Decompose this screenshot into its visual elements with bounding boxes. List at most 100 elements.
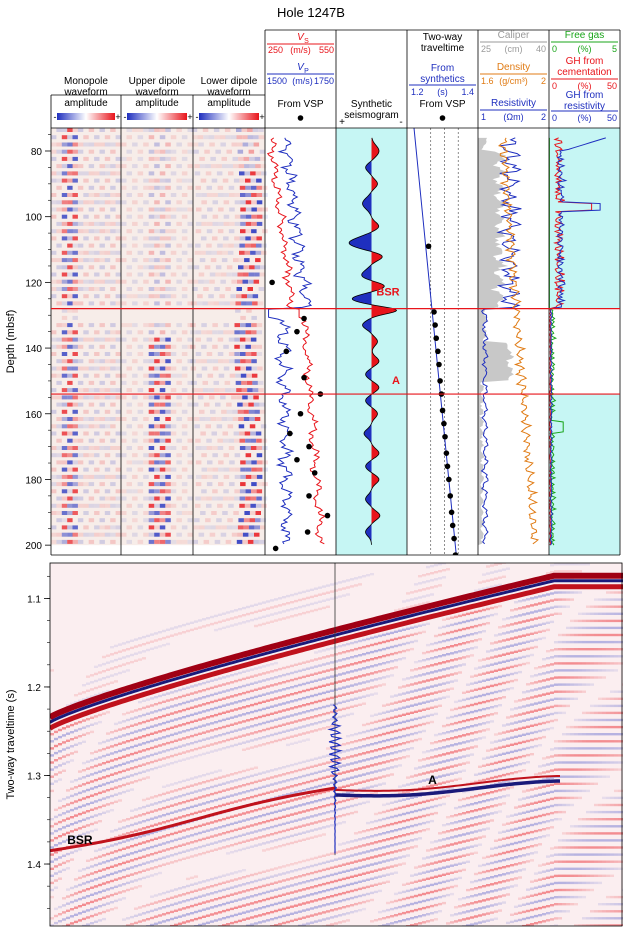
waveform-stripe xyxy=(88,424,95,429)
seismic-texture xyxy=(94,892,98,895)
gh-resist-max: 50 xyxy=(607,113,617,123)
seismic-texture xyxy=(362,787,366,790)
seismic-texture xyxy=(222,825,226,828)
waveform-stripe xyxy=(115,164,121,169)
waveform-stripe xyxy=(121,323,127,328)
waveform-stripe xyxy=(143,221,149,226)
seismic-texture xyxy=(58,920,62,923)
waveform-stripe xyxy=(126,250,132,255)
seismic-texture xyxy=(86,767,90,770)
seismic-texture xyxy=(294,677,298,681)
seismic-texture xyxy=(50,740,54,743)
seismic-texture xyxy=(194,726,198,730)
seismic-texture xyxy=(282,603,286,606)
waveform-stripe xyxy=(110,424,116,429)
seismic-texture xyxy=(122,890,126,893)
waveform-stripe xyxy=(56,258,62,263)
waveform-stripe xyxy=(251,193,257,197)
seismic-texture xyxy=(346,642,350,646)
seismic-texture xyxy=(226,838,230,841)
seismic-texture xyxy=(122,783,126,787)
waveform-stripe xyxy=(225,388,231,393)
waveform-stripe xyxy=(176,380,182,385)
seismic-texture xyxy=(82,825,86,828)
waveform-stripe xyxy=(88,438,95,443)
waveform-stripe xyxy=(51,525,57,530)
seismic-texture xyxy=(86,803,90,806)
seismic-texture xyxy=(130,745,134,749)
seismic-texture xyxy=(238,778,242,781)
waveform-stripe xyxy=(99,337,105,342)
seismic-texture xyxy=(326,747,330,750)
seismic-texture xyxy=(246,882,250,885)
seismic-texture xyxy=(418,709,422,712)
seismic-texture xyxy=(134,772,138,776)
seismic-texture xyxy=(390,737,394,741)
seismic-texture xyxy=(426,764,430,767)
seismic-texture xyxy=(194,747,198,751)
seismic-texture xyxy=(230,773,234,776)
seismic-texture xyxy=(274,909,278,913)
waveform-stripe xyxy=(115,258,121,263)
seismic-texture xyxy=(230,709,234,712)
waveform-stripe xyxy=(61,294,68,299)
waveform-stripe xyxy=(110,380,116,385)
seismic-texture xyxy=(338,864,342,867)
seismic-texture xyxy=(70,823,74,826)
seismic-texture xyxy=(114,729,118,733)
seismic-texture xyxy=(418,737,422,741)
seismic-texture xyxy=(54,865,58,868)
seismic-texture xyxy=(314,785,318,789)
waveform-stripe xyxy=(94,272,100,277)
seismic-texture xyxy=(382,867,386,870)
seismic-texture xyxy=(414,908,418,912)
waveform-stripe xyxy=(256,344,262,349)
seismic-texture xyxy=(306,837,310,840)
seismic-texture xyxy=(202,823,206,826)
seismic-texture xyxy=(210,686,214,690)
seismic-texture xyxy=(246,811,250,814)
seismic-texture xyxy=(394,800,398,803)
waveform-stripe xyxy=(67,474,73,479)
waveform-stripe xyxy=(208,388,214,393)
seismic-texture xyxy=(98,763,102,766)
seismic-texture xyxy=(294,819,298,822)
waveform-stripe xyxy=(154,229,160,234)
waveform-stripe xyxy=(88,337,95,342)
seismic-texture xyxy=(214,770,218,773)
seismic-texture xyxy=(226,795,230,798)
seismic-texture xyxy=(78,827,82,830)
seismic-texture xyxy=(306,759,310,762)
seismic-texture xyxy=(358,767,362,770)
seismic-texture xyxy=(426,622,430,625)
waveform-stripe xyxy=(126,539,132,544)
seismic-texture xyxy=(238,728,242,731)
seismic-texture xyxy=(418,624,422,627)
waveform-stripe xyxy=(165,301,171,306)
waveform-stripe xyxy=(206,193,213,197)
seismic-texture xyxy=(134,865,138,868)
waveform-stripe xyxy=(72,164,78,169)
waveform-stripe xyxy=(115,301,121,306)
seismic-texture xyxy=(350,861,354,864)
seismic-texture xyxy=(386,738,390,742)
seismic-texture xyxy=(266,883,270,887)
seismic-texture xyxy=(70,915,74,918)
waveform-stripe xyxy=(143,417,149,421)
seismic-texture xyxy=(410,626,414,629)
waveform-stripe xyxy=(236,128,242,132)
seismic-texture xyxy=(114,857,118,860)
waveform-stripe xyxy=(115,373,121,378)
waveform-stripe xyxy=(72,409,78,414)
waveform-stripe xyxy=(115,250,121,255)
seismic-texture xyxy=(306,695,310,699)
seismic-texture xyxy=(274,916,278,920)
twt-vsp-point xyxy=(449,522,456,529)
seismic-texture xyxy=(370,757,374,760)
waveform-stripe xyxy=(235,301,241,306)
seismic-texture xyxy=(258,602,262,605)
seismic-texture xyxy=(142,820,146,823)
seismic-texture xyxy=(306,922,310,925)
waveform-stripe xyxy=(72,265,78,270)
waveform-stripe xyxy=(83,250,89,255)
